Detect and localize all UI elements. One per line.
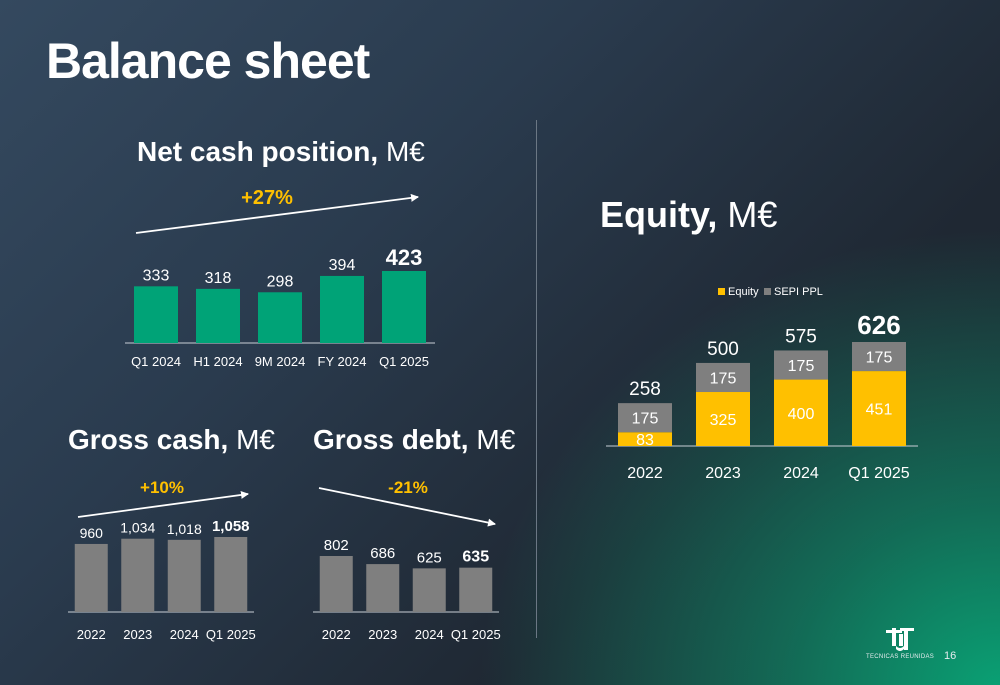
bar-segment (696, 362, 750, 393)
data-label: 423 (386, 245, 423, 270)
net-cash-title: Net cash position, M€ (137, 136, 425, 168)
data-label: 1,058 (212, 518, 250, 535)
legend-label: Equity (728, 286, 759, 298)
category-label: Q1 2025 (451, 627, 501, 642)
equity-chart: Equity SEPI PPL 83 175 258 2022 325 175 500 2023 4… (606, 286, 918, 482)
data-label: 298 (267, 273, 294, 290)
growth-label: +27% (241, 187, 293, 209)
bar-segment (696, 392, 750, 446)
bar-segment (618, 403, 672, 433)
tecnicas-reunidas-logo-icon (886, 628, 914, 651)
category-label: Q1 2025 (206, 627, 256, 642)
total-label: 575 (785, 326, 817, 347)
total-label: 258 (629, 379, 661, 400)
gross-cash-title-unit: M€ (236, 424, 275, 455)
category-label: Q1 2025 (379, 354, 429, 369)
legend-label: SEPI PPL (774, 286, 823, 298)
category-label: 2023 (705, 465, 741, 482)
data-label: 635 (462, 549, 489, 566)
bar (214, 537, 248, 612)
bar (121, 538, 155, 612)
net-cash-title-unit: M€ (385, 136, 425, 167)
bar-segment (774, 350, 828, 380)
category-label: Q1 2024 (131, 354, 181, 369)
category-label: 2022 (627, 465, 663, 482)
total-label: 500 (707, 339, 739, 360)
gross-debt-chart: 802 2022 686 2023 625 2024 635 Q1 2025 -21% (313, 478, 501, 642)
bar-segment (852, 342, 906, 372)
category-label: Q1 2025 (848, 465, 909, 482)
segment-label: 175 (710, 370, 737, 387)
logo-wordmark: TECNICAS REUNIDAS (866, 654, 935, 660)
data-label: 394 (329, 257, 356, 274)
data-label: 1,018 (167, 521, 202, 537)
page-number: 16 (944, 650, 957, 662)
bar-segment (774, 379, 828, 446)
segment-label: 83 (636, 432, 654, 449)
bar (320, 275, 364, 343)
data-label: 960 (80, 525, 104, 541)
net-cash-chart: 333 Q1 2024 318 H1 2024 298 9M 2024 394 FY 2024… (125, 187, 435, 369)
equity-title: Equity, M€ (600, 194, 777, 236)
category-label: FY 2024 (318, 354, 367, 369)
bar (74, 543, 108, 612)
growth-label: +10% (140, 478, 184, 497)
gross-cash-chart: 960 2022 1,034 2023 1,018 2024 1,058 Q1 2025 +10… (68, 478, 256, 642)
data-label: 625 (417, 549, 442, 566)
growth-arrow (318, 487, 496, 527)
gross-cash-title-bold: Gross cash, (68, 424, 229, 455)
equity-title-bold: Equity, (600, 194, 718, 235)
gross-cash-title: Gross cash, M€ (68, 424, 275, 456)
category-label: 9M 2024 (255, 354, 306, 369)
gross-debt-title-unit: M€ (476, 424, 516, 455)
segment-label: 400 (788, 406, 815, 423)
growth-arrow (77, 490, 249, 518)
data-label: 318 (205, 270, 232, 287)
total-label: 626 (857, 310, 900, 340)
data-label: 802 (324, 537, 349, 554)
column-divider (536, 120, 537, 638)
net-cash-title-bold: Net cash position, (137, 136, 379, 167)
legend-swatch (764, 288, 771, 295)
segment-label: 175 (866, 350, 893, 367)
data-label: 1,034 (120, 520, 155, 536)
segment-label: 325 (710, 412, 737, 429)
growth-label: -21% (388, 478, 428, 497)
segment-label: 175 (632, 411, 659, 428)
bar (167, 539, 201, 612)
equity-title-unit: M€ (727, 194, 778, 235)
category-label: 2024 (783, 465, 819, 482)
bar (459, 567, 493, 612)
bar (134, 286, 178, 343)
bar (319, 556, 353, 612)
bar-segment (852, 371, 906, 446)
category-label: 2022 (77, 627, 106, 642)
growth-arrow (135, 193, 419, 234)
category-label: H1 2024 (193, 354, 242, 369)
segment-label: 175 (788, 358, 815, 375)
category-label: 2023 (123, 627, 152, 642)
gross-debt-title: Gross debt, M€ (313, 424, 515, 456)
data-label: 333 (143, 267, 170, 284)
bar (258, 292, 302, 343)
slide-title: Balance sheet (46, 33, 370, 89)
data-label: 686 (370, 545, 395, 562)
bar (382, 271, 426, 343)
segment-label: 451 (866, 402, 893, 419)
category-label: 2022 (322, 627, 351, 642)
bar (196, 288, 240, 343)
bar (366, 564, 400, 612)
category-label: 2024 (415, 627, 444, 642)
legend-swatch (718, 288, 725, 295)
gross-debt-title-bold: Gross debt, (313, 424, 469, 455)
category-label: 2023 (368, 627, 397, 642)
category-label: 2024 (170, 627, 199, 642)
bar-segment (618, 432, 672, 446)
bar (412, 568, 446, 612)
